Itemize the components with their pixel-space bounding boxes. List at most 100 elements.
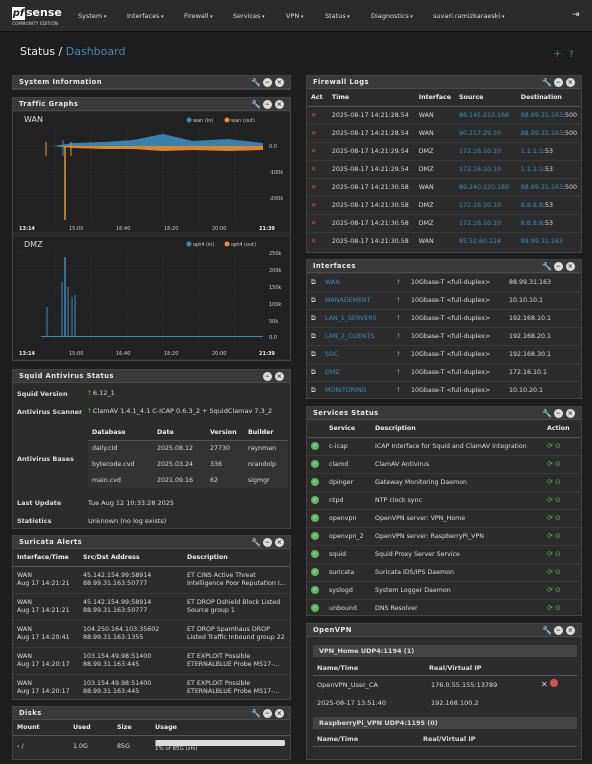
log-destination[interactable]: 1.1.1.1	[520, 165, 543, 173]
log-source[interactable]: 172.16.10.10	[455, 213, 517, 232]
table-row[interactable]: ✕ 2025-08-17 14:21:30.58 WAN 85.52.60.124 88…	[307, 231, 581, 250]
log-destination[interactable]: 88.99.31.163	[520, 237, 563, 245]
stop-icon[interactable]: ⊙	[554, 496, 561, 504]
col-time: Time	[327, 89, 415, 107]
minus-icon[interactable]: −	[263, 78, 272, 87]
close-icon[interactable]: ×	[275, 78, 284, 87]
table-row[interactable]: WAN Aug 17 14:20:17 103.154.49.98:51400 88.…	[13, 646, 290, 674]
nav-status[interactable]: Status	[325, 12, 350, 20]
log-destination[interactable]: 8.8.8.8	[520, 201, 543, 209]
minus-icon[interactable]: −	[263, 372, 272, 381]
stop-icon[interactable]: ⊙	[554, 442, 561, 450]
nav-services[interactable]: Services	[233, 12, 265, 20]
interface-name[interactable]: WAN	[321, 273, 393, 292]
log-source[interactable]: 90.217.29.50	[455, 123, 517, 142]
restart-icon[interactable]: ⟳	[547, 460, 553, 468]
stop-icon[interactable]: ⊙	[554, 532, 561, 540]
nav-interfaces[interactable]: Interfaces	[127, 12, 164, 20]
add-widget-icon[interactable]: ＋	[553, 50, 563, 60]
nav-vpn[interactable]: VPN	[286, 12, 303, 20]
log-destination[interactable]: 88.99.31.163	[520, 183, 563, 191]
wrench-icon[interactable]: 🔧	[251, 78, 262, 87]
interface-name[interactable]: DMZ	[321, 363, 393, 382]
stop-icon[interactable]: ⊙	[554, 586, 561, 594]
minus-icon[interactable]: −	[263, 538, 272, 547]
nav-diagnostics[interactable]: Diagnostics	[371, 12, 413, 20]
breadcrumb-section[interactable]: Status /	[20, 45, 63, 58]
restart-icon[interactable]: ⟳	[547, 478, 553, 486]
restart-icon[interactable]: ⟳	[547, 568, 553, 576]
nav-firewall[interactable]: Firewall	[184, 12, 213, 20]
close-icon[interactable]: ×	[566, 262, 575, 271]
table-row[interactable]: ✕ 2025-08-17 14:21:29.54 DMZ 172.16.10.10 1.…	[307, 159, 581, 178]
stop-icon[interactable]: ⊙	[554, 478, 561, 486]
minus-icon[interactable]: −	[554, 626, 563, 635]
minus-icon[interactable]: −	[263, 709, 272, 718]
table-row[interactable]: ✕ 2025-08-17 14:21:28.54 WAN 88.145.213.166…	[307, 105, 581, 124]
wrench-icon[interactable]: 🔧	[542, 409, 553, 418]
help-icon[interactable]: ?	[568, 50, 574, 60]
log-source[interactable]: 172.16.10.10	[455, 159, 517, 178]
close-icon[interactable]: ×	[275, 709, 284, 718]
log-source[interactable]: 88.145.213.166	[455, 105, 517, 124]
stop-icon[interactable]: ⊙	[554, 460, 561, 468]
close-icon[interactable]: ×	[275, 372, 284, 381]
restart-icon[interactable]: ⟳	[547, 532, 553, 540]
log-destination[interactable]: 88.99.31.163	[520, 111, 563, 119]
table-row[interactable]: ✕ 2025-08-17 14:21:30.58 DMZ 172.16.10.10 8.…	[307, 195, 581, 214]
log-destination[interactable]: 88.99.31.163	[520, 129, 563, 137]
table-row[interactable]: WAN Aug 17 14:21:21 45.142.154.99:58914 88.…	[13, 565, 290, 593]
disconnect-icon[interactable]: ✕	[541, 680, 548, 689]
table-row[interactable]: ✕ 2025-08-17 14:21:28.54 WAN 90.217.29.50 88…	[307, 123, 581, 142]
nav-user[interactable]: suvari.ramizkaraeski	[433, 12, 504, 20]
minus-icon[interactable]: −	[554, 409, 563, 418]
restart-icon[interactable]: ⟳	[547, 514, 553, 522]
log-source[interactable]: 172.16.10.10	[455, 195, 517, 214]
interface-name[interactable]: LAN_2_CLIENTS	[321, 327, 393, 346]
restart-icon[interactable]: ⟳	[547, 604, 553, 613]
wrench-icon[interactable]: 🔧	[251, 100, 262, 109]
stop-icon[interactable]: ⊙	[554, 514, 561, 522]
restart-icon[interactable]: ⟳	[547, 586, 553, 594]
breadcrumb-page[interactable]: Dashboard	[65, 45, 126, 58]
interface-name[interactable]: SOC	[321, 345, 393, 364]
nav-system[interactable]: System	[78, 12, 106, 20]
interface-name[interactable]: MONITORING	[321, 381, 393, 400]
stop-icon[interactable]: ⊙	[554, 550, 561, 558]
table-row[interactable]: ✕ 2025-08-17 14:21:30.58 WAN 89.240.120.180…	[307, 177, 581, 196]
stop-icon[interactable]: ⊙	[554, 568, 561, 576]
wrench-icon[interactable]: 🔧	[542, 78, 553, 87]
wrench-icon[interactable]: 🔧	[542, 626, 553, 635]
wrench-icon[interactable]: 🔧	[251, 538, 262, 547]
minus-icon[interactable]: −	[554, 78, 563, 87]
restart-icon[interactable]: ⟳	[547, 550, 553, 558]
logout-icon[interactable]: ⇥	[572, 10, 580, 20]
table-row[interactable]: ✕ 2025-08-17 14:21:30.58 DMZ 172.16.10.10 8.…	[307, 213, 581, 232]
table-row[interactable]: WAN Aug 17 14:20:41 104.250.164.103:35602 8…	[13, 619, 290, 647]
close-icon[interactable]: ×	[275, 100, 284, 109]
restart-icon[interactable]: ⟳	[547, 442, 553, 450]
log-source[interactable]: 172.16.10.10	[455, 141, 517, 160]
table-row[interactable]: ✕ 2025-08-17 14:21:29.54 DMZ 172.16.10.10 1.…	[307, 141, 581, 160]
wrench-icon[interactable]: 🔧	[542, 262, 553, 271]
log-destination[interactable]: 8.8.8.8	[520, 219, 543, 227]
log-source[interactable]: 85.52.60.124	[455, 231, 517, 250]
pfsense-logo[interactable]: pf sense COMMUNITY EDITION	[12, 6, 62, 27]
close-icon[interactable]: ×	[566, 78, 575, 87]
interface-name[interactable]: LAN_1_SERVERS	[321, 309, 393, 328]
log-destination[interactable]: 1.1.1.1	[520, 147, 543, 155]
expand-chevron-icon[interactable]: ›	[17, 742, 20, 750]
minus-icon[interactable]: −	[554, 262, 563, 271]
interface-name[interactable]: MANAGEMENT	[321, 291, 393, 310]
kill-client-icon[interactable]	[549, 679, 558, 687]
minus-icon[interactable]: −	[263, 100, 272, 109]
close-icon[interactable]: ×	[566, 626, 575, 635]
restart-icon[interactable]: ⟳	[547, 496, 553, 504]
stop-icon[interactable]: ⊙	[554, 604, 561, 613]
table-row[interactable]: WAN Aug 17 14:20:17 103.154.49.98:51400 88.…	[13, 673, 290, 701]
close-icon[interactable]: ×	[275, 538, 284, 547]
log-source[interactable]: 89.240.120.180	[455, 177, 517, 196]
table-row[interactable]: WAN Aug 17 14:21:21 45.142.154.99:58914 88.…	[13, 592, 290, 620]
wrench-icon[interactable]: 🔧	[251, 709, 262, 718]
close-icon[interactable]: ×	[566, 409, 575, 418]
